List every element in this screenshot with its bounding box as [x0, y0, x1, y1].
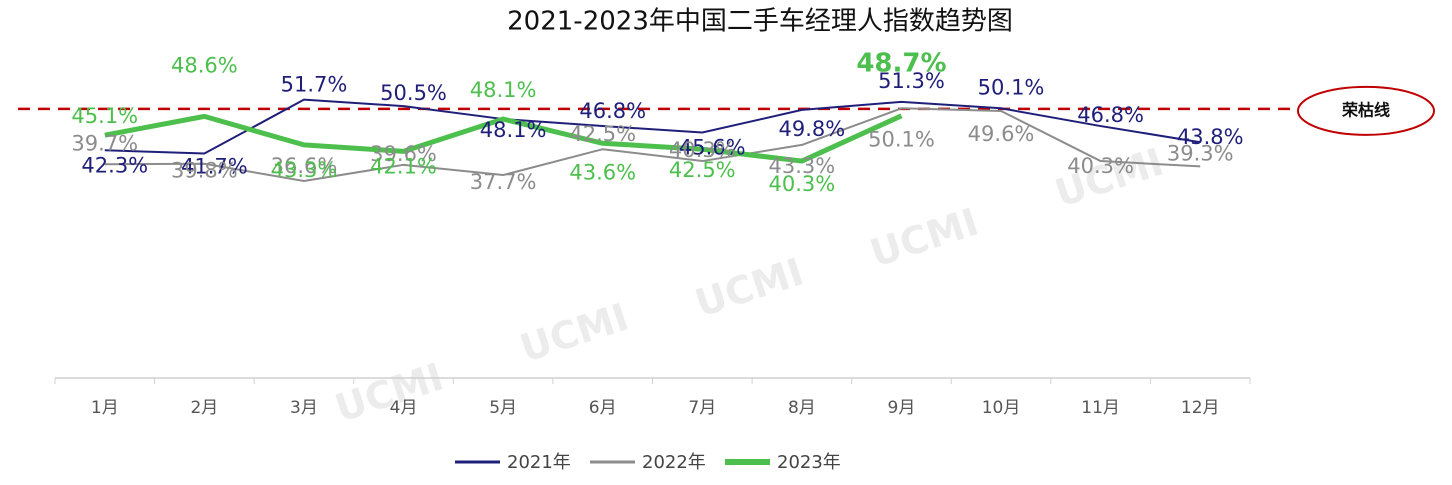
data-label: 46.8% — [1077, 103, 1144, 127]
data-label: 43.8% — [1177, 125, 1244, 149]
data-label: 45.6% — [679, 136, 746, 160]
x-tick-label: 5月 — [489, 398, 517, 418]
data-label: 37.7% — [470, 170, 537, 194]
series-line — [104, 98, 1201, 155]
reference-badge — [1297, 85, 1435, 136]
data-label: 39.7% — [71, 131, 138, 155]
data-label: 39.8% — [171, 159, 238, 183]
chart-title: 2021-2023年中国二手车经理人指数趋势图 — [507, 7, 1013, 37]
data-label: 48.1% — [470, 78, 537, 102]
x-tick-label: 4月 — [390, 398, 418, 418]
data-label: 42.1% — [370, 154, 437, 178]
watermark: UCMI — [330, 355, 449, 431]
x-tick-label: 7月 — [688, 398, 716, 418]
data-label: 40.3% — [669, 138, 736, 162]
data-label: 45.1% — [71, 104, 138, 128]
watermark: UCMI — [865, 200, 984, 276]
data-label: 50.1% — [868, 127, 935, 151]
watermark: UCMI — [690, 250, 809, 326]
legend-label: 2022年 — [642, 452, 706, 473]
data-label: 36.6% — [271, 154, 338, 178]
x-tick-label: 2月 — [190, 398, 218, 418]
data-label: 49.8% — [779, 117, 846, 141]
x-tick-label: 10月 — [982, 398, 1021, 418]
data-label: 48.6% — [171, 53, 238, 77]
data-label: 40.3% — [769, 172, 836, 196]
x-tick-label: 3月 — [290, 398, 318, 418]
data-label: 51.3% — [878, 69, 945, 93]
x-tick-label: 1月 — [91, 398, 119, 418]
x-tick-label: 9月 — [888, 398, 916, 418]
data-label: 50.1% — [978, 75, 1045, 99]
x-tick-label: 8月 — [788, 398, 816, 418]
data-label: 41.7% — [181, 155, 248, 179]
legend-label: 2023年 — [777, 452, 841, 473]
data-label: 42.5% — [669, 158, 736, 182]
data-label: 43.3% — [769, 154, 836, 178]
data-label: 42.3% — [81, 153, 148, 177]
data-label: 51.7% — [281, 73, 348, 97]
series-line — [104, 113, 903, 164]
data-label: 48.1% — [480, 118, 547, 142]
data-label: 40.3% — [1067, 154, 1134, 178]
data-label: 43.3% — [271, 158, 338, 182]
data-label: 49.6% — [968, 122, 1035, 146]
reference-label: 荣枯线 — [1341, 100, 1390, 119]
data-label: 43.6% — [569, 160, 636, 184]
series-line — [104, 107, 1201, 182]
data-label: 42.5% — [569, 122, 636, 146]
data-label: 39.3% — [1167, 141, 1234, 165]
data-label: 46.8% — [579, 99, 646, 123]
data-label: 50.5% — [380, 81, 447, 105]
legend-label: 2021年 — [507, 452, 571, 473]
data-label: 48.7% — [856, 48, 946, 78]
x-tick-label: 12月 — [1181, 398, 1220, 418]
x-tick-label: 11月 — [1081, 398, 1120, 418]
watermark: UCMI — [515, 295, 634, 371]
data-label: 39.6% — [370, 142, 437, 166]
x-tick-label: 6月 — [589, 398, 617, 418]
